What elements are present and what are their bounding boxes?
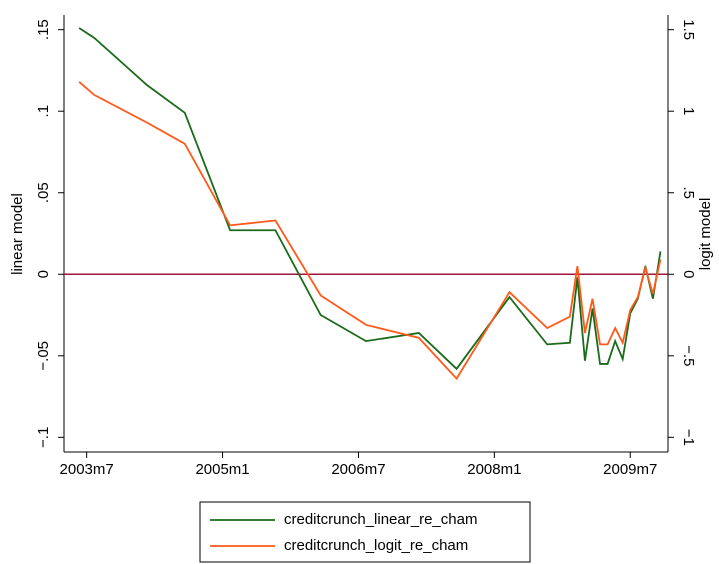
y-tick-label: −.05 xyxy=(35,341,52,371)
legend-label: creditcrunch_logit_re_cham xyxy=(284,537,468,554)
y2-tick-label: 0 xyxy=(680,270,697,278)
y2-tick-label: .5 xyxy=(680,186,697,199)
x-tick-label: 2008m1 xyxy=(467,461,521,478)
y2-tick-label: −1 xyxy=(680,429,697,446)
x-tick-label: 2005m1 xyxy=(195,461,249,478)
x-tick-label: 2006m7 xyxy=(331,461,385,478)
y-tick-label: .15 xyxy=(35,19,52,40)
y-tick-label: .1 xyxy=(35,105,52,118)
x-tick-label: 2003m7 xyxy=(60,461,114,478)
y2-tick-label: −.5 xyxy=(680,345,697,366)
series-line xyxy=(78,27,662,371)
legend-box xyxy=(199,501,531,563)
y-tick-label: −.1 xyxy=(35,427,52,448)
legend-label: creditcrunch_linear_re_cham xyxy=(284,511,477,528)
y-tick-label: .05 xyxy=(35,182,52,203)
x-tick-label: 2009m7 xyxy=(603,461,657,478)
y-axis-title: linear model xyxy=(9,193,26,275)
y2-axis-title: logit model xyxy=(697,198,714,271)
y2-tick-label: 1.5 xyxy=(680,19,697,40)
y-tick-label: 0 xyxy=(35,270,52,278)
y2-tick-label: 1 xyxy=(680,107,697,115)
series-line xyxy=(78,81,662,381)
